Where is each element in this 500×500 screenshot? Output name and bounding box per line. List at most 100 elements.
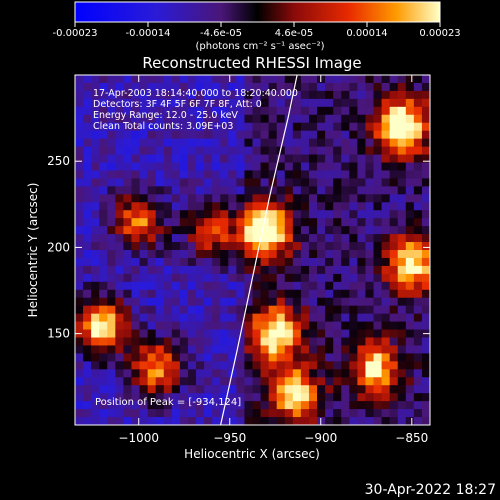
heatmap-cell [107, 281, 116, 291]
heatmap-cell [349, 226, 358, 235]
heatmap-cell [228, 154, 237, 163]
heatmap-cell [405, 273, 415, 283]
heatmap-cell [405, 90, 415, 100]
heatmap-cell [163, 369, 173, 378]
heatmap-cell [381, 194, 391, 203]
heatmap-cell [163, 337, 173, 346]
heatmap-cell [405, 393, 415, 402]
colorbar-tick-label: -0.00023 [53, 28, 98, 39]
heatmap-cell [220, 234, 229, 243]
heatmap-cell [268, 345, 278, 354]
heatmap-cell [196, 82, 205, 92]
heatmap-cell [268, 321, 278, 330]
heatmap-cell [300, 82, 310, 92]
heatmap-cell [421, 75, 430, 84]
heatmap-cell [155, 329, 165, 338]
heatmap-cell [389, 401, 399, 410]
heatmap-cell [252, 218, 261, 227]
heatmap-cell [421, 98, 430, 108]
heatmap-cell [204, 257, 213, 267]
heatmap-cell [147, 250, 157, 259]
heatmap-cell [308, 321, 318, 330]
heatmap-cell [187, 345, 197, 354]
heatmap-cell [300, 122, 310, 132]
heatmap-cell [83, 210, 92, 219]
heatmap-cell [341, 178, 350, 187]
heatmap-cell [123, 186, 132, 195]
heatmap-cell [99, 162, 108, 171]
heatmap-cell [405, 321, 415, 330]
heatmap-cell [163, 250, 173, 259]
heatmap-cell [115, 226, 124, 235]
heatmap-cell [139, 98, 149, 108]
heatmap-cell [179, 242, 189, 251]
heatmap-cell [187, 122, 197, 132]
heatmap-cell [147, 114, 157, 124]
heatmap-cell [204, 369, 213, 378]
heatmap-cell [260, 369, 270, 378]
heatmap-cell [83, 345, 92, 354]
heatmap-cell [349, 98, 358, 108]
heatmap-cell [284, 130, 294, 140]
heatmap-cell [413, 417, 423, 425]
heatmap-cell [107, 361, 116, 370]
heatmap-cell [397, 226, 407, 235]
heatmap-cell [187, 218, 197, 227]
heatmap-cell [365, 337, 374, 346]
heatmap-cell [252, 90, 261, 100]
heatmap-cell [252, 114, 261, 124]
heatmap-cell [421, 361, 430, 370]
heatmap-cell [325, 297, 334, 307]
heatmap-cell [268, 154, 278, 163]
heatmap-cell [107, 329, 116, 338]
heatmap-cell [123, 281, 132, 291]
heatmap-cell [381, 138, 391, 147]
heatmap-cell [163, 353, 173, 362]
heatmap-cell [405, 122, 415, 132]
heatmap-cell [187, 289, 197, 299]
heatmap-cell [212, 162, 221, 171]
heatmap-cell [155, 154, 165, 163]
heatmap-cell [163, 242, 173, 251]
heatmap-cell [147, 82, 157, 92]
heatmap-cell [171, 353, 181, 362]
heatmap-cell [220, 329, 229, 338]
heatmap-cell [413, 178, 423, 187]
heatmap-cell [220, 409, 229, 418]
heatmap-cell [163, 257, 173, 267]
colorbar-tick-label: 0.00014 [346, 28, 387, 39]
heatmap-cell [187, 146, 197, 155]
heatmap-cell [276, 202, 286, 211]
heatmap-cell [236, 337, 245, 346]
heatmap-cell [139, 202, 149, 211]
heatmap-cell [187, 154, 197, 163]
heatmap-cell [155, 106, 165, 116]
heatmap-cell [171, 377, 181, 386]
heatmap-cell [373, 178, 382, 187]
heatmap-cell [341, 281, 350, 291]
heatmap-cell [389, 82, 399, 92]
heatmap-cell [381, 393, 391, 402]
heatmap-cell [373, 409, 382, 418]
heatmap-cell [373, 186, 382, 195]
heatmap-cell [139, 289, 149, 299]
heatmap-cell [373, 393, 382, 402]
heatmap-cell [341, 154, 350, 163]
heatmap-cell [268, 369, 278, 378]
heatmap-cell [260, 393, 270, 402]
heatmap-cell [373, 273, 382, 283]
heatmap-cell [123, 417, 132, 425]
heatmap-cell [131, 106, 140, 116]
heatmap-cell [341, 226, 350, 235]
heatmap-cell [413, 242, 423, 251]
heatmap-cell [204, 377, 213, 386]
heatmap-cell [212, 234, 221, 243]
heatmap-cell [131, 250, 140, 259]
heatmap-cell [333, 281, 342, 291]
heatmap-cell [91, 273, 100, 283]
heatmap-cell [260, 138, 270, 147]
heatmap-cell [75, 75, 84, 84]
heatmap-cell [317, 353, 326, 362]
heatmap-cell [252, 202, 261, 211]
heatmap-cell [341, 75, 350, 84]
